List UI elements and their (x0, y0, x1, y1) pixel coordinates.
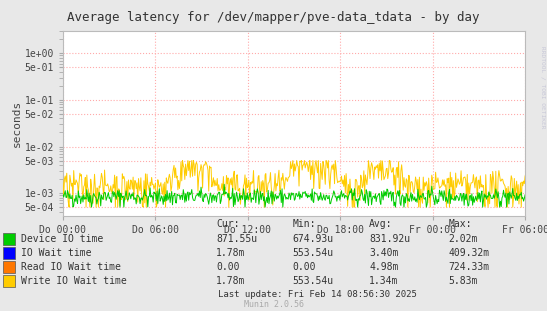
Text: Write IO Wait time: Write IO Wait time (21, 276, 127, 286)
Text: 553.54u: 553.54u (293, 248, 334, 258)
Text: 5.83m: 5.83m (449, 276, 478, 286)
Text: 674.93u: 674.93u (293, 234, 334, 244)
Text: 4.98m: 4.98m (369, 262, 399, 272)
Text: 553.54u: 553.54u (293, 276, 334, 286)
Text: RRDTOOL / TOBI OETIKER: RRDTOOL / TOBI OETIKER (541, 46, 546, 128)
Y-axis label: seconds: seconds (11, 100, 22, 147)
Text: 1.34m: 1.34m (369, 276, 399, 286)
Text: 2.02m: 2.02m (449, 234, 478, 244)
Text: 409.32m: 409.32m (449, 248, 490, 258)
Text: 0.00: 0.00 (216, 262, 240, 272)
Text: Device IO time: Device IO time (21, 234, 103, 244)
Text: Last update: Fri Feb 14 08:56:30 2025: Last update: Fri Feb 14 08:56:30 2025 (218, 290, 417, 299)
Text: Cur:: Cur: (216, 219, 240, 229)
Text: Average latency for /dev/mapper/pve-data_tdata - by day: Average latency for /dev/mapper/pve-data… (67, 11, 480, 24)
Text: Munin 2.0.56: Munin 2.0.56 (243, 300, 304, 309)
Text: 724.33m: 724.33m (449, 262, 490, 272)
Text: Avg:: Avg: (369, 219, 393, 229)
Text: 0.00: 0.00 (293, 262, 316, 272)
Text: Min:: Min: (293, 219, 316, 229)
Text: 871.55u: 871.55u (216, 234, 257, 244)
Text: Read IO Wait time: Read IO Wait time (21, 262, 121, 272)
Text: 831.92u: 831.92u (369, 234, 410, 244)
Text: Max:: Max: (449, 219, 472, 229)
Text: 1.78m: 1.78m (216, 276, 246, 286)
Text: 3.40m: 3.40m (369, 248, 399, 258)
Text: 1.78m: 1.78m (216, 248, 246, 258)
Text: IO Wait time: IO Wait time (21, 248, 92, 258)
